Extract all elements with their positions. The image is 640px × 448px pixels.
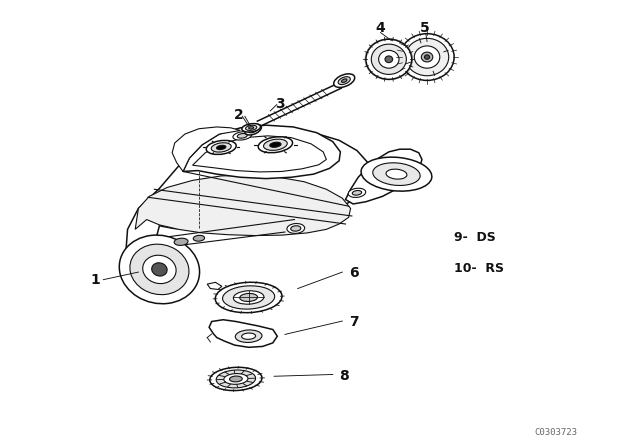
Ellipse shape: [119, 235, 200, 304]
Ellipse shape: [352, 190, 362, 195]
Ellipse shape: [264, 139, 287, 151]
Ellipse shape: [237, 134, 247, 138]
Text: 2: 2: [234, 108, 244, 122]
Text: 5: 5: [420, 21, 430, 35]
Text: 7: 7: [349, 315, 358, 329]
Polygon shape: [172, 127, 241, 172]
Ellipse shape: [342, 79, 347, 82]
Ellipse shape: [234, 291, 264, 304]
Text: C0303723: C0303723: [534, 428, 577, 437]
Ellipse shape: [143, 255, 176, 284]
Ellipse shape: [405, 39, 449, 76]
Ellipse shape: [242, 124, 260, 132]
Ellipse shape: [210, 367, 262, 391]
Text: 4: 4: [376, 21, 385, 35]
Ellipse shape: [236, 330, 262, 342]
Ellipse shape: [215, 282, 282, 313]
Polygon shape: [183, 125, 340, 179]
Polygon shape: [207, 282, 222, 289]
Ellipse shape: [249, 127, 253, 129]
Ellipse shape: [421, 52, 433, 62]
Polygon shape: [135, 175, 351, 236]
Ellipse shape: [130, 244, 189, 295]
Ellipse shape: [379, 50, 399, 68]
Ellipse shape: [414, 46, 440, 68]
Text: 1: 1: [90, 273, 100, 287]
Ellipse shape: [348, 188, 365, 198]
Polygon shape: [125, 127, 370, 274]
Ellipse shape: [361, 157, 432, 191]
Ellipse shape: [216, 145, 226, 150]
Ellipse shape: [424, 55, 429, 59]
Ellipse shape: [244, 124, 261, 135]
Ellipse shape: [258, 137, 292, 153]
Ellipse shape: [206, 140, 236, 155]
Ellipse shape: [242, 333, 255, 339]
Ellipse shape: [287, 224, 305, 233]
Ellipse shape: [333, 74, 355, 87]
Text: 6: 6: [349, 266, 358, 280]
Ellipse shape: [248, 126, 258, 133]
Ellipse shape: [216, 370, 255, 388]
Ellipse shape: [233, 132, 252, 140]
Ellipse shape: [152, 263, 167, 276]
Ellipse shape: [240, 293, 257, 302]
Text: 3: 3: [275, 97, 285, 111]
Text: 8: 8: [339, 369, 349, 383]
Ellipse shape: [223, 286, 275, 309]
Ellipse shape: [230, 376, 243, 382]
Polygon shape: [346, 149, 422, 204]
Ellipse shape: [193, 235, 205, 241]
Ellipse shape: [270, 142, 281, 147]
Text: 9-  DS: 9- DS: [454, 231, 495, 244]
Ellipse shape: [291, 226, 301, 231]
Ellipse shape: [211, 143, 231, 152]
Ellipse shape: [371, 44, 406, 74]
Ellipse shape: [366, 39, 412, 79]
Polygon shape: [209, 320, 277, 347]
Ellipse shape: [338, 77, 350, 85]
Polygon shape: [193, 136, 326, 172]
Ellipse shape: [385, 56, 393, 63]
Ellipse shape: [246, 125, 257, 130]
Ellipse shape: [400, 34, 454, 80]
Ellipse shape: [372, 163, 420, 185]
Ellipse shape: [224, 374, 248, 384]
Ellipse shape: [174, 238, 188, 246]
Ellipse shape: [386, 169, 407, 179]
Text: 10-  RS: 10- RS: [454, 262, 504, 275]
